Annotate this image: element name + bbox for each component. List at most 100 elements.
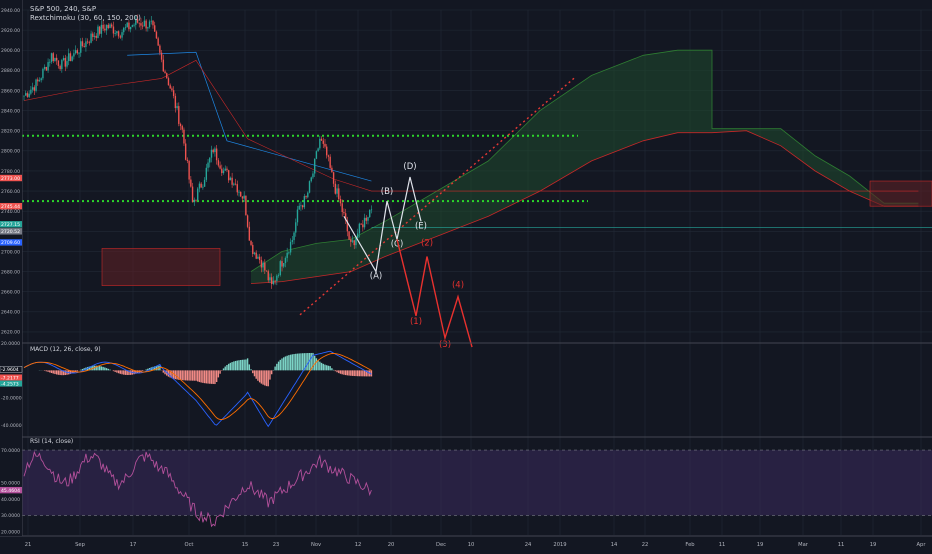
candle-body [34, 87, 35, 91]
macd-histogram-bar [219, 370, 220, 373]
candle-body [266, 270, 267, 271]
candle-body [254, 253, 255, 254]
price-tick-label: 2820.00 [1, 129, 20, 135]
wave-label-red: (2) [421, 238, 433, 248]
candle-body [366, 218, 367, 221]
candle-body [199, 184, 200, 189]
x-tick-label: 21 [25, 542, 32, 548]
candle-body [30, 90, 31, 94]
candle-body [92, 34, 93, 37]
price-tick-label: 2800.00 [1, 149, 20, 155]
candle-body [316, 151, 317, 159]
candle-body [44, 67, 45, 69]
candle-body [114, 33, 115, 34]
candle-body [89, 42, 90, 43]
candle-body [280, 261, 281, 275]
macd-histogram-bar [257, 370, 258, 380]
price-tick-label: 2660.00 [1, 289, 20, 295]
macd-histogram-bar [216, 370, 217, 382]
macd-histogram-bar [266, 370, 267, 386]
candle-body [166, 73, 167, 78]
candle-body [357, 233, 358, 238]
macd-histogram-bar [299, 353, 300, 370]
macd-histogram-bar [329, 366, 330, 370]
candle-body [221, 169, 222, 173]
macd-histogram-bar [348, 370, 349, 375]
indicator-title[interactable]: Rextchimoku (30, 60, 150, 200) [30, 14, 141, 22]
candle-body [75, 50, 76, 53]
x-tick-label: Apr [917, 542, 927, 548]
macd-histogram-bar [185, 370, 186, 380]
price-badge-label: 2709.60 [1, 240, 20, 246]
macd-histogram-bar [336, 370, 337, 372]
x-tick-label: Dec [436, 542, 446, 548]
candle-body [116, 31, 117, 33]
candle-body [66, 61, 67, 67]
macd-histogram-bar [261, 370, 262, 383]
cloud-bearish-fill [102, 248, 220, 285]
candle-body [292, 240, 293, 242]
candle-body [364, 218, 365, 227]
candle-body [213, 150, 214, 152]
candle-body [161, 53, 162, 60]
x-tick-label: 20 [388, 542, 395, 548]
candle-body [259, 257, 260, 260]
macd-histogram-bar [362, 370, 363, 376]
macd-histogram-bar [367, 370, 368, 376]
candle-body [120, 36, 121, 37]
candle-body [326, 147, 327, 156]
wave-label-white: (D) [403, 162, 416, 172]
candle-body [42, 69, 43, 78]
rsi-legend[interactable]: RSI (14, close) [30, 438, 73, 445]
rsi-tick-label: 70.0000 [1, 448, 20, 454]
macd-legend[interactable]: MACD (12, 26, close, 9) [30, 346, 101, 353]
candle-body [286, 253, 287, 258]
macd-histogram-bar [116, 370, 117, 372]
macd-histogram-bar [240, 360, 241, 370]
macd-histogram-bar [46, 370, 47, 371]
candle-body [307, 193, 308, 198]
macd-histogram-bar [302, 353, 303, 370]
candle-body [99, 27, 100, 34]
macd-histogram-bar [319, 362, 320, 371]
candle-body [335, 184, 336, 194]
macd-histogram-bar [218, 370, 219, 377]
macd-histogram-bar [280, 360, 281, 370]
candle-body [206, 168, 207, 180]
candle-body [261, 260, 262, 267]
macd-histogram-bar [300, 353, 301, 370]
candle-body [149, 21, 150, 27]
macd-histogram-bar [209, 370, 210, 383]
macd-histogram-bar [213, 370, 214, 384]
candle-body [53, 53, 54, 61]
macd-histogram-bar [47, 370, 48, 371]
macd-histogram-bar [192, 370, 193, 380]
price-tick-label: 2780.00 [1, 169, 20, 175]
candle-body [362, 224, 363, 227]
macd-histogram-bar [211, 370, 212, 384]
macd-histogram-bar [207, 370, 208, 383]
wave-label-red: (3) [439, 340, 451, 350]
candle-body [163, 60, 164, 72]
candle-body [139, 23, 140, 24]
candle-body [54, 58, 55, 61]
candle-body [178, 106, 179, 124]
candle-body [111, 24, 112, 26]
candle-body [230, 178, 231, 181]
price-tick-label: 2840.00 [1, 108, 20, 114]
candle-body [87, 41, 88, 42]
macd-histogram-bar [269, 370, 270, 379]
macd-histogram-bar [276, 364, 277, 371]
macd-histogram-bar [142, 370, 143, 371]
candle-body [342, 203, 343, 212]
macd-histogram-bar [342, 370, 343, 374]
candle-body [299, 206, 300, 210]
candle-body [47, 62, 48, 70]
candle-body [90, 34, 91, 43]
candle-body [118, 31, 119, 36]
macd-tick-label: -20.0000 [1, 396, 22, 402]
macd-histogram-bar [176, 370, 177, 379]
candle-body [156, 32, 157, 39]
